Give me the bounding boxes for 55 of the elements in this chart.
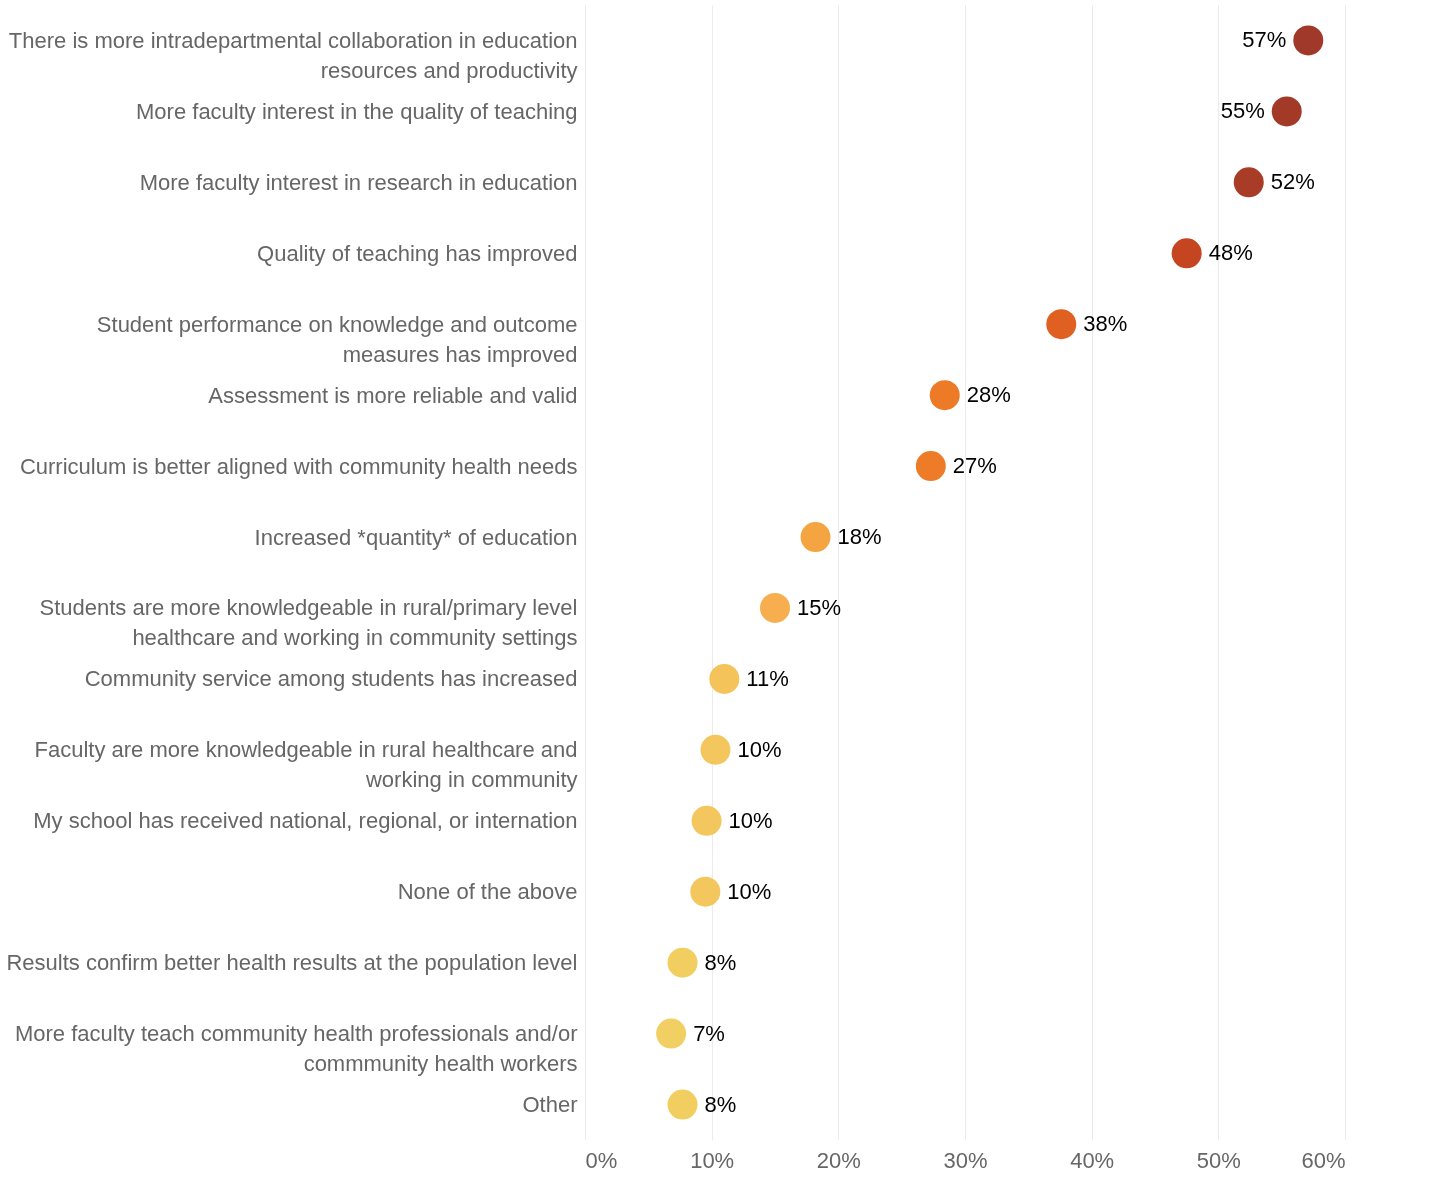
y-tick-label: Curriculum is better aligned with community health needs	[19, 453, 578, 479]
data-label: 57%	[1242, 27, 1287, 53]
data-label: 15%	[797, 594, 842, 620]
point	[667, 1089, 698, 1120]
point	[667, 947, 698, 978]
point	[700, 734, 731, 765]
data-label: 52%	[1270, 169, 1315, 195]
y-tick-label: None of the above	[397, 879, 578, 905]
point	[1271, 96, 1302, 127]
point	[1293, 25, 1324, 56]
point	[656, 1018, 687, 1049]
point	[709, 663, 740, 694]
data-label: 10%	[727, 878, 772, 904]
y-tick-label: My school has received national, regional, or internation	[33, 808, 578, 834]
y-tick-label: More faculty interest in the quality of teaching	[136, 98, 578, 124]
data-label: 38%	[1083, 311, 1128, 337]
x-tick-label: 20%	[816, 1147, 861, 1173]
point	[691, 805, 722, 836]
y-tick-label: Community service among students has increased	[84, 666, 578, 692]
y-tick-label: Quality of teaching has improved	[257, 240, 578, 266]
data-label: 48%	[1208, 240, 1253, 266]
x-tick-label: 50%	[1196, 1147, 1241, 1173]
point	[1171, 238, 1202, 269]
y-tick-label: Increased *quantity* of education	[254, 524, 578, 550]
data-label: 8%	[704, 1091, 737, 1117]
y-tick-label: Assessment is more reliable and valid	[208, 382, 578, 408]
x-tick-label: 60%	[1301, 1147, 1346, 1173]
data-label: 7%	[693, 1020, 725, 1046]
point	[1233, 167, 1264, 198]
y-tick-label: More faculty teach community health professionals and/or commmunity health workers	[14, 1021, 578, 1077]
y-tick-label: Students are more knowledgeable in rural/primary level healthcare and working in community settings	[39, 595, 578, 651]
point	[1046, 309, 1077, 340]
x-tick-label: 30%	[943, 1147, 988, 1173]
data-label: 18%	[837, 524, 882, 550]
data-label: 55%	[1220, 98, 1265, 124]
x-tick-label: 10%	[690, 1147, 735, 1173]
y-tick-label: Student performance on knowledge and outcome measures has improved	[96, 311, 578, 367]
y-tick-label: Other	[522, 1092, 578, 1118]
point	[915, 451, 946, 482]
y-tick-label: Faculty are more knowledgeable in rural healthcare and working in community	[34, 737, 578, 793]
point	[929, 380, 960, 411]
x-tick-label: 0%	[585, 1147, 618, 1173]
y-tick-label: Results confirm better health results at the population level	[6, 950, 578, 976]
point	[800, 522, 831, 552]
data-label: 11%	[746, 665, 789, 691]
y-tick-label: More faculty interest in research in education	[139, 169, 578, 195]
point	[690, 876, 721, 907]
data-label: 10%	[737, 736, 782, 762]
data-label: 8%	[704, 949, 737, 975]
y-tick-label: There is more intradepartmental collaboration in education resources and productivity	[8, 27, 578, 83]
data-label: 28%	[966, 382, 1011, 408]
x-tick-label: 40%	[1070, 1147, 1115, 1173]
data-label: 27%	[952, 453, 997, 479]
data-label: 10%	[728, 807, 773, 833]
point	[760, 593, 790, 623]
